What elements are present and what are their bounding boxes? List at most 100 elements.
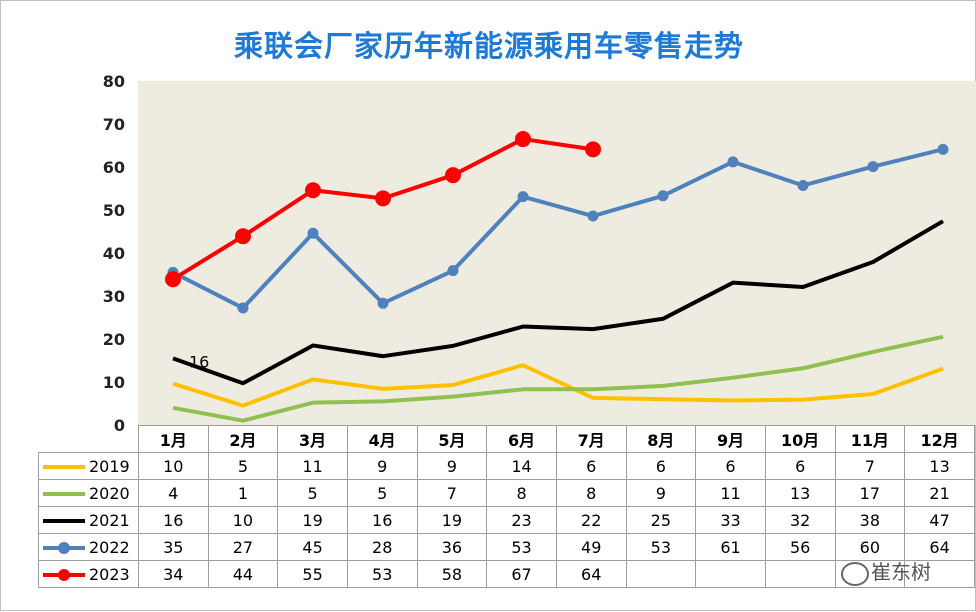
x-tick-label: 4月 bbox=[346, 425, 418, 453]
legend-entry: 2023 bbox=[38, 560, 139, 588]
data-point-2022 bbox=[237, 302, 249, 314]
x-tick-label: 8月 bbox=[625, 425, 697, 453]
x-tick-label: 6月 bbox=[486, 425, 557, 453]
y-tick-label: 70 bbox=[103, 115, 125, 134]
table-cell: 47 bbox=[904, 506, 975, 534]
series-line-2022 bbox=[172, 147, 944, 311]
plot-background bbox=[138, 81, 976, 425]
table-cell: 35 bbox=[137, 533, 209, 561]
table-cell: 11 bbox=[277, 452, 348, 480]
watermark: 崔东树 bbox=[841, 556, 931, 586]
table-cell: 9 bbox=[625, 479, 697, 507]
table-row: 2019 10 5 11 9 9 14 6 6 6 6 7 13 bbox=[38, 452, 975, 480]
table-cell: 53 bbox=[486, 533, 557, 561]
watermark-text: 崔东树 bbox=[871, 560, 931, 584]
table-cell: 56 bbox=[764, 533, 836, 561]
legend-swatch bbox=[43, 465, 85, 469]
table-cell: 45 bbox=[277, 533, 348, 561]
x-tick-label: 2月 bbox=[207, 425, 279, 453]
y-tick-label: 80 bbox=[103, 72, 125, 91]
legend-label: 2019 bbox=[89, 456, 130, 476]
table-cell: 17 bbox=[834, 479, 906, 507]
data-point-2023 bbox=[515, 131, 531, 148]
table-cell bbox=[764, 560, 836, 588]
table-row: 2020 4 1 5 5 7 8 8 9 11 13 17 21 bbox=[38, 479, 975, 507]
x-tick-label: 12月 bbox=[904, 425, 975, 453]
legend-swatch bbox=[43, 492, 85, 496]
data-point-2022 bbox=[377, 297, 389, 309]
table-cell: 55 bbox=[277, 560, 348, 588]
table-cell: 44 bbox=[207, 560, 279, 588]
legend-swatch bbox=[43, 542, 85, 554]
table-cell: 13 bbox=[904, 452, 975, 480]
legend-entry: 2022 bbox=[38, 533, 139, 561]
legend-marker bbox=[58, 542, 70, 554]
y-tick-label: 10 bbox=[103, 373, 125, 392]
x-tick-label: 10月 bbox=[764, 425, 836, 453]
table-cell: 23 bbox=[486, 506, 557, 534]
legend-label: 2020 bbox=[89, 483, 130, 503]
table-cell: 53 bbox=[346, 560, 418, 588]
table-cell: 7 bbox=[834, 452, 906, 480]
legend-swatch bbox=[43, 569, 85, 581]
table-cell: 61 bbox=[695, 533, 766, 561]
legend-label: 2023 bbox=[89, 564, 130, 584]
table-cell: 32 bbox=[764, 506, 836, 534]
wechat-icon bbox=[841, 561, 869, 586]
legend-swatch bbox=[43, 519, 85, 523]
series-line-2019 bbox=[172, 363, 944, 408]
table-cell: 5 bbox=[346, 479, 418, 507]
table-cell: 5 bbox=[277, 479, 348, 507]
table-cell: 53 bbox=[625, 533, 697, 561]
table-cell: 19 bbox=[277, 506, 348, 534]
table-cell: 4 bbox=[137, 479, 209, 507]
table-cell: 1 bbox=[207, 479, 279, 507]
table-cell: 14 bbox=[486, 452, 557, 480]
x-tick-label: 9月 bbox=[695, 425, 766, 453]
table-cell: 28 bbox=[346, 533, 418, 561]
data-point-2022 bbox=[447, 265, 459, 277]
table-cell: 22 bbox=[555, 506, 627, 534]
y-tick-label: 50 bbox=[103, 201, 125, 220]
x-tick-label: 1月 bbox=[137, 425, 209, 453]
table-cell: 6 bbox=[555, 452, 627, 480]
table-cell: 21 bbox=[904, 479, 975, 507]
table-cell: 58 bbox=[416, 560, 488, 588]
data-point-2023 bbox=[585, 141, 601, 158]
table-cell: 8 bbox=[486, 479, 557, 507]
table-cell: 27 bbox=[207, 533, 279, 561]
y-tick-label: 20 bbox=[103, 330, 125, 349]
data-point-2023 bbox=[165, 271, 181, 288]
data-point-2022 bbox=[937, 143, 949, 155]
data-point-2023 bbox=[445, 167, 461, 184]
data-point-2022 bbox=[657, 190, 669, 202]
table-corner bbox=[38, 425, 139, 453]
table-cell bbox=[695, 560, 766, 588]
table-cell: 34 bbox=[137, 560, 209, 588]
table-cell: 9 bbox=[346, 452, 418, 480]
series-line-2020 bbox=[172, 334, 944, 423]
x-tick-label: 3月 bbox=[277, 425, 348, 453]
table-cell: 67 bbox=[486, 560, 557, 588]
table-cell: 25 bbox=[625, 506, 697, 534]
data-label-annotation: 16 bbox=[189, 352, 209, 371]
legend-entry: 2021 bbox=[38, 506, 139, 534]
table-cell: 33 bbox=[695, 506, 766, 534]
table-cell: 5 bbox=[207, 452, 279, 480]
legend-entry: 2019 bbox=[38, 452, 139, 480]
table-cell: 6 bbox=[764, 452, 836, 480]
x-tick-label: 5月 bbox=[416, 425, 488, 453]
x-tick-label: 7月 bbox=[555, 425, 627, 453]
table-cell: 60 bbox=[834, 533, 906, 561]
table-cell: 9 bbox=[416, 452, 488, 480]
table-cell: 10 bbox=[207, 506, 279, 534]
chart-title: 乘联会厂家历年新能源乘用车零售走势 bbox=[233, 29, 744, 63]
table-cell: 49 bbox=[555, 533, 627, 561]
data-point-2023 bbox=[235, 228, 251, 245]
data-point-2022 bbox=[797, 179, 809, 191]
table-row: 2022 35 27 45 28 36 53 49 53 61 56 60 64 bbox=[38, 533, 975, 561]
x-tick-label: 11月 bbox=[834, 425, 906, 453]
data-point-2022 bbox=[307, 227, 319, 239]
data-table: 1月 2月 3月 4月 5月 6月 7月 8月 9月 10月 11月 12月 2019 10 5 11 9 9 14… bbox=[38, 425, 975, 588]
table-cell bbox=[904, 560, 975, 588]
